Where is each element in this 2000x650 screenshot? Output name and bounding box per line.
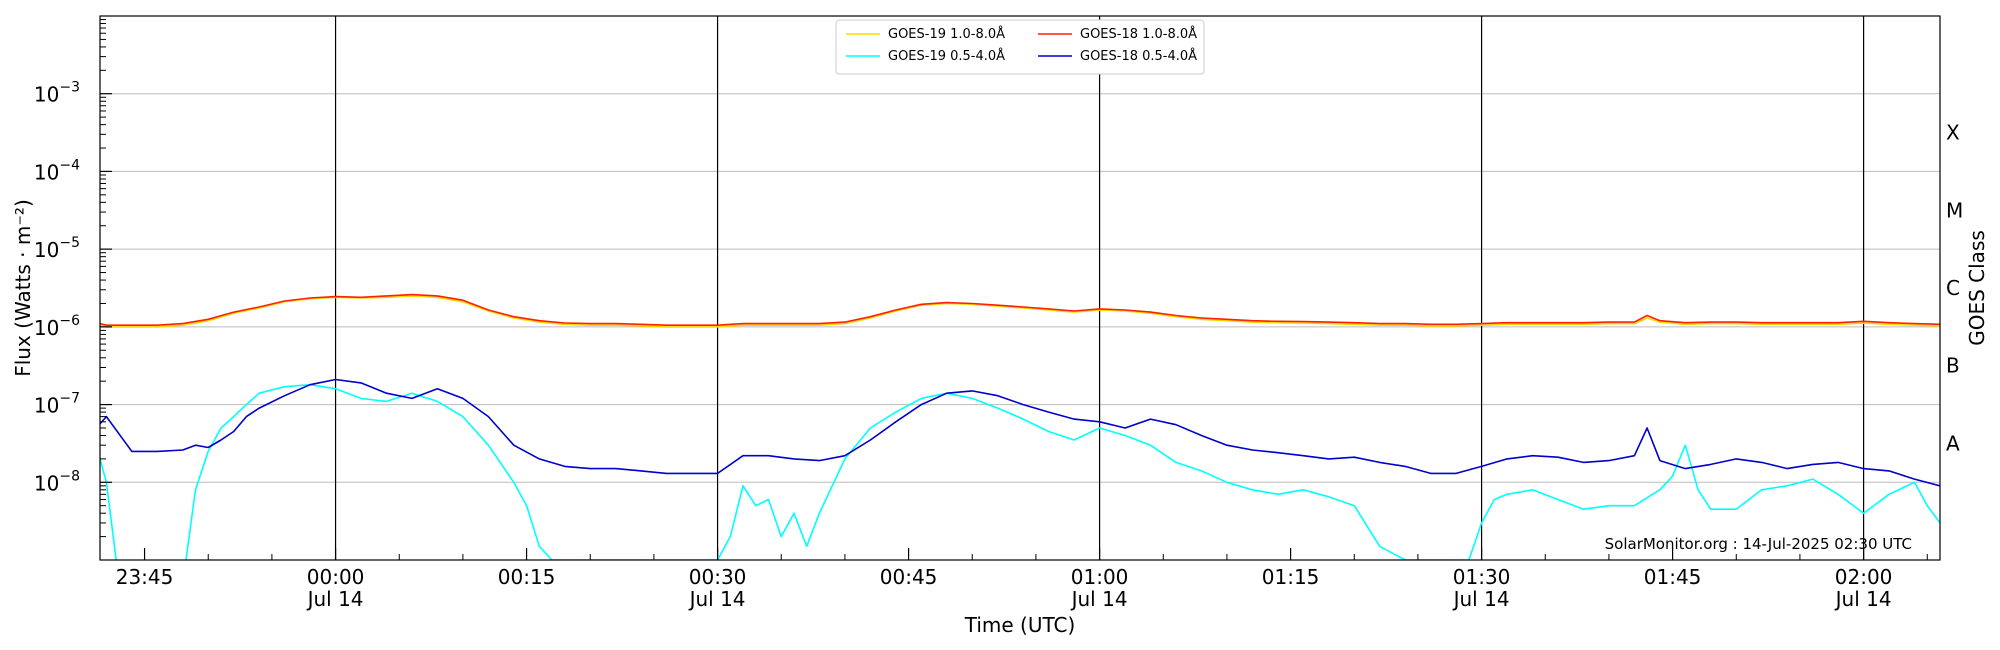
x-tick-date-5: Jul 14 [1070, 587, 1128, 611]
legend-label-2: GOES-18 1.0-8.0Å [1080, 26, 1197, 42]
series-lines [100, 293, 1940, 560]
x-tick-label-6: 01:15 [1262, 565, 1320, 589]
legend-box [835, 19, 1205, 75]
x-tick-label-8: 01:45 [1644, 565, 1702, 589]
x-tick-date-9: Jul 14 [1834, 587, 1892, 611]
goes-class-m: M [1946, 198, 1963, 222]
legend-label-3: GOES-18 0.5-4.0Å [1080, 48, 1197, 64]
x-tick-label-7: 01:30 [1453, 565, 1511, 589]
y-axis-right-label: GOES Class [1965, 230, 1989, 346]
goes-class-labels: A B C M X [1946, 121, 1963, 456]
x-tick-label-5: 01:00 [1071, 565, 1129, 589]
legend-label-1: GOES-19 0.5-4.0Å [888, 48, 1005, 64]
plot-frame [99, 15, 1941, 561]
x-tick-label-0: 23:45 [116, 565, 174, 589]
x-tick-date-3: Jul 14 [688, 587, 746, 611]
x-tick-date-1: Jul 14 [306, 587, 364, 611]
series-line-1 [100, 383, 1940, 560]
goes-class-b: B [1946, 354, 1960, 378]
x-tick-label-1: 00:00 [307, 565, 365, 589]
series-line-3 [100, 378, 1940, 487]
x-tick-label-2: 00:15 [498, 565, 556, 589]
x-tick-label-9: 02:00 [1835, 565, 1893, 589]
goes-class-x: X [1946, 121, 1960, 145]
x-tick-label-4: 00:45 [880, 565, 938, 589]
x-tick-date-7: Jul 14 [1452, 587, 1510, 611]
goes-class-c: C [1946, 276, 1960, 300]
goes-class-a: A [1946, 431, 1960, 455]
x-tick-label-3: 00:30 [689, 565, 747, 589]
credit-text: SolarMonitor.org : 14-Jul-2025 02:30 UTC [1605, 535, 1912, 553]
series-line-0 [100, 295, 1940, 328]
x-axis-label: Time (UTC) [964, 613, 1076, 637]
series-line-2 [100, 293, 1940, 327]
y-axis-label: Flux (Watts · m⁻²) [11, 199, 35, 377]
legend: GOES-19 1.0-8.0Å GOES-19 0.5-4.0Å GOES-18 … [835, 19, 1205, 75]
legend-label-0: GOES-19 1.0-8.0Å [888, 26, 1005, 42]
grid-lines [100, 93, 1940, 483]
